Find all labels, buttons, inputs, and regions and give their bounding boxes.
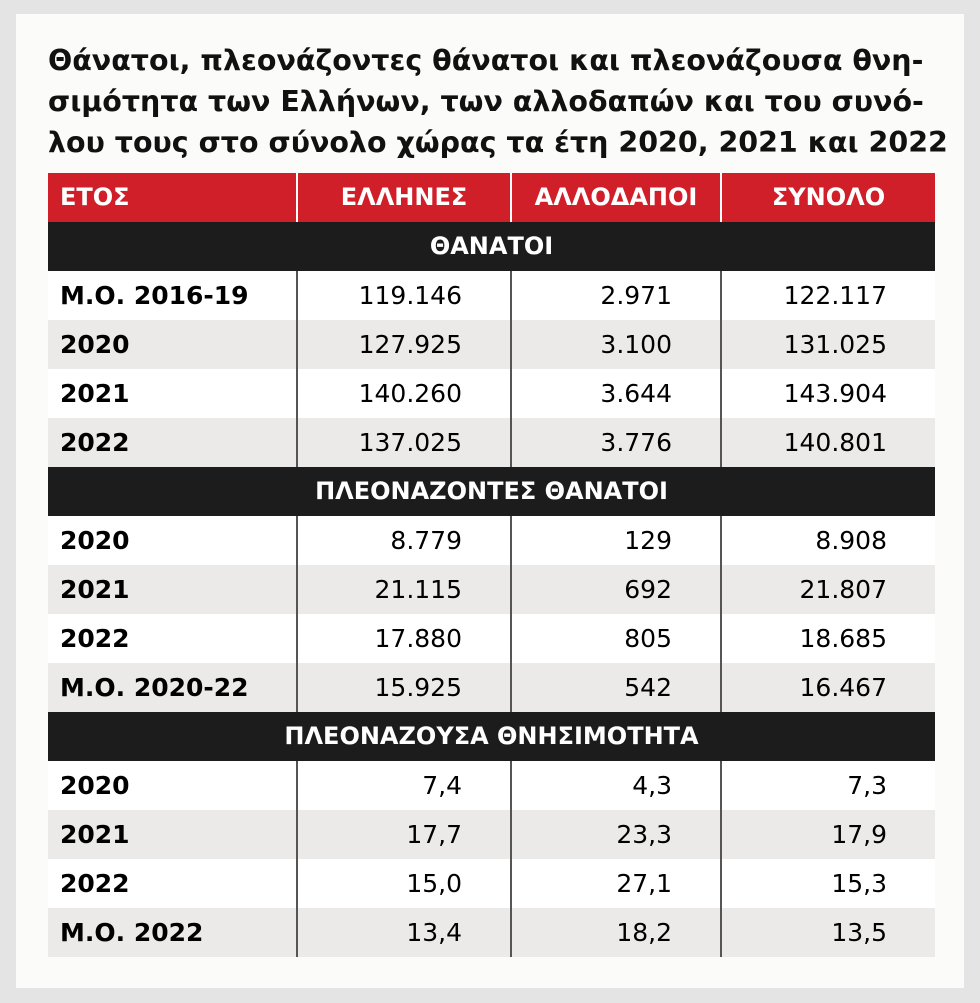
data-row: 2022 17.880 805 18.685 [48,614,935,663]
value-cell: 3.644 [510,369,720,418]
year-cell: Μ.Ο. 2020-22 [60,673,249,702]
section-title: ΘΑΝΑΤΟΙ [429,232,554,260]
header-cell: ΣΥΝΟΛΟ [720,173,935,222]
section-title: ΠΛΕΟΝΑΖΟΝΤΕΣ ΘΑΝΑΤΟΙ [315,477,668,505]
value-cell: 7,3 [720,761,935,810]
year-cell: Μ.Ο. 2022 [60,918,204,947]
year-cell: 2022 [60,869,130,898]
section-row: ΘΑΝΑΤΟΙ [48,222,935,271]
value-cell: 805 [510,614,720,663]
title-line: λου τους στο σύνολο χώρας τα έτη 2020, 2… [48,126,948,159]
value-cell: 692 [510,565,720,614]
value-cell: 18,2 [510,908,720,957]
data-row: 2022 15,0 27,1 15,3 [48,859,935,908]
value-cell: 15,0 [296,859,510,908]
year-cell: 2022 [60,624,130,653]
value-cell: 16.467 [720,663,935,712]
value-cell: 129 [510,516,720,565]
value-cell: 15,3 [720,859,935,908]
title: Θάνατοι, πλεονάζοντες θάνατοι και πλεονά… [48,40,948,163]
value-cell: 13,4 [296,908,510,957]
value-cell: 140.801 [720,418,935,467]
section-row: ΠΛΕΟΝΑΖΟΝΤΕΣ ΘΑΝΑΤΟΙ [48,467,935,516]
value-cell: 3.100 [510,320,720,369]
data-row: 2021 17,7 23,3 17,9 [48,810,935,859]
section-row: ΠΛΕΟΝΑΖΟΥΣΑ ΘΝΗΣΙΜΟΤΗΤΑ [48,712,935,761]
year-cell: 2020 [60,771,130,800]
data-row: 2022 137.025 3.776 140.801 [48,418,935,467]
data-row: Μ.Ο. 2022 13,4 18,2 13,5 [48,908,935,957]
value-cell: 13,5 [720,908,935,957]
year-cell: 2021 [60,820,130,849]
year-cell: Μ.Ο. 2016-19 [60,281,249,310]
data-row: Μ.Ο. 2020-22 15.925 542 16.467 [48,663,935,712]
data-row: Μ.Ο. 2016-19 119.146 2.971 122.117 [48,271,935,320]
value-cell: 137.025 [296,418,510,467]
value-cell: 23,3 [510,810,720,859]
value-cell: 15.925 [296,663,510,712]
data-row: 2021 140.260 3.644 143.904 [48,369,935,418]
value-cell: 140.260 [296,369,510,418]
value-cell: 18.685 [720,614,935,663]
header-row: ΕΤΟΣ ΕΛΛΗΝΕΣ ΑΛΛΟΔΑΠΟΙ ΣΥΝΟΛΟ [48,173,935,222]
header-cell: ΑΛΛΟΔΑΠΟΙ [510,173,720,222]
section-title: ΠΛΕΟΝΑΖΟΥΣΑ ΘΝΗΣΙΜΟΤΗΤΑ [284,722,699,750]
data-row: 2020 7,4 4,3 7,3 [48,761,935,810]
value-cell: 7,4 [296,761,510,810]
value-cell: 4,3 [510,761,720,810]
header-cell: ΕΤΟΣ [60,183,130,211]
header-cell: ΕΛΛΗΝΕΣ [296,173,510,222]
value-cell: 17,9 [720,810,935,859]
title-line: Θάνατοι, πλεονάζοντες θάνατοι και πλεονά… [48,44,924,77]
value-cell: 17.880 [296,614,510,663]
value-cell: 8.779 [296,516,510,565]
value-cell: 542 [510,663,720,712]
year-cell: 2020 [60,330,130,359]
data-row: 2020 127.925 3.100 131.025 [48,320,935,369]
value-cell: 131.025 [720,320,935,369]
value-cell: 3.776 [510,418,720,467]
data-row: 2020 8.779 129 8.908 [48,516,935,565]
value-cell: 27,1 [510,859,720,908]
year-cell: 2021 [60,379,130,408]
value-cell: 2.971 [510,271,720,320]
year-cell: 2021 [60,575,130,604]
value-cell: 122.117 [720,271,935,320]
value-cell: 21.115 [296,565,510,614]
year-cell: 2020 [60,526,130,555]
value-cell: 143.904 [720,369,935,418]
data-row: 2021 21.115 692 21.807 [48,565,935,614]
year-cell: 2022 [60,428,130,457]
table: ΕΤΟΣ ΕΛΛΗΝΕΣ ΑΛΛΟΔΑΠΟΙ ΣΥΝΟΛΟ ΘΑΝΑΤΟΙ Μ.Ο. 20… [48,173,935,957]
value-cell: 127.925 [296,320,510,369]
value-cell: 8.908 [720,516,935,565]
value-cell: 21.807 [720,565,935,614]
title-line: σιμότητα των Ελλήνων, των αλλοδαπών και … [48,85,924,118]
value-cell: 119.146 [296,271,510,320]
value-cell: 17,7 [296,810,510,859]
